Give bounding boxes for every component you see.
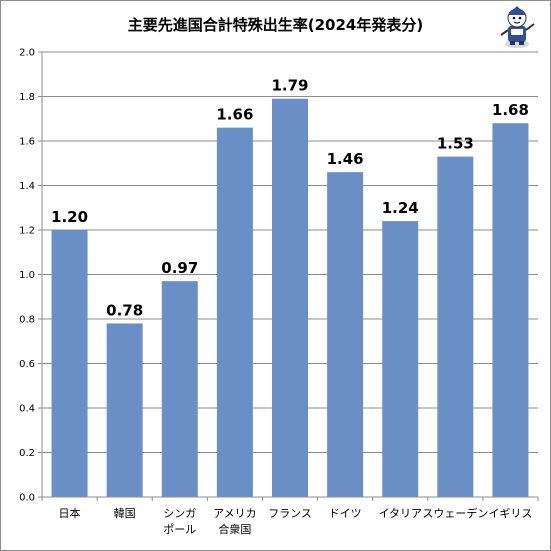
y-tick-label-0: 0.0 bbox=[19, 493, 35, 504]
value-label-0: 1.20 bbox=[51, 208, 88, 226]
bar-1 bbox=[106, 323, 143, 497]
value-label-6: 1.24 bbox=[382, 199, 419, 217]
x-tick-label-0: 日本 bbox=[59, 506, 81, 520]
bar-4 bbox=[272, 98, 308, 497]
y-tick-label-1: 0.2 bbox=[19, 448, 35, 459]
bar-0 bbox=[51, 230, 88, 497]
bar-2 bbox=[161, 281, 198, 497]
y-tick-label-6: 1.2 bbox=[19, 226, 35, 237]
bar-5 bbox=[327, 172, 364, 497]
axis-layer bbox=[38, 51, 539, 501]
y-tick-label-9: 1.8 bbox=[19, 92, 35, 103]
value-label-7: 1.53 bbox=[437, 135, 474, 153]
x-tick-label-4: フランス bbox=[268, 507, 312, 520]
value-label-2: 0.97 bbox=[161, 259, 198, 277]
value-label-4: 1.79 bbox=[271, 77, 308, 95]
y-tick-label-5: 1.0 bbox=[19, 270, 35, 281]
x-tick-label-3: アメリカ合衆国 bbox=[213, 507, 256, 536]
value-label-8: 1.68 bbox=[492, 101, 529, 119]
labels-layer: 0.0 0.2 0.4 0.6 0.8 1.0 1.2 1.4 1.6 1.8 2.0 1.20 日本 0… bbox=[19, 48, 532, 537]
value-label-5: 1.46 bbox=[327, 150, 364, 168]
y-tick-label-3: 0.6 bbox=[19, 359, 35, 370]
y-tick-label-2: 0.4 bbox=[19, 404, 35, 415]
value-label-1: 0.78 bbox=[106, 301, 143, 319]
x-tick-label-8: イギリス bbox=[488, 507, 532, 520]
bar-3 bbox=[216, 127, 253, 498]
bar-8 bbox=[492, 123, 529, 497]
value-label-3: 1.66 bbox=[216, 106, 253, 124]
y-tick-label-8: 1.6 bbox=[19, 137, 35, 148]
y-tick-label-4: 0.8 bbox=[19, 315, 35, 326]
x-tick-label-2: シンガポール bbox=[163, 507, 196, 536]
chart-title: 主要先進国合計特殊出生率(2024年発表分) bbox=[127, 16, 424, 34]
bar-6 bbox=[382, 221, 419, 497]
x-tick-label-7: スウェーデン bbox=[422, 506, 488, 520]
x-tick-label-6: イタリア bbox=[378, 507, 422, 520]
y-tick-label-7: 1.4 bbox=[19, 181, 35, 192]
x-tick-label-5: ドイツ bbox=[329, 507, 362, 520]
bar-7 bbox=[437, 156, 474, 497]
bars-layer bbox=[51, 98, 529, 498]
x-tick-label-1: 韓国 bbox=[114, 507, 136, 520]
mascot-character-icon bbox=[500, 6, 535, 48]
y-tick-label-10: 2.0 bbox=[19, 48, 35, 59]
